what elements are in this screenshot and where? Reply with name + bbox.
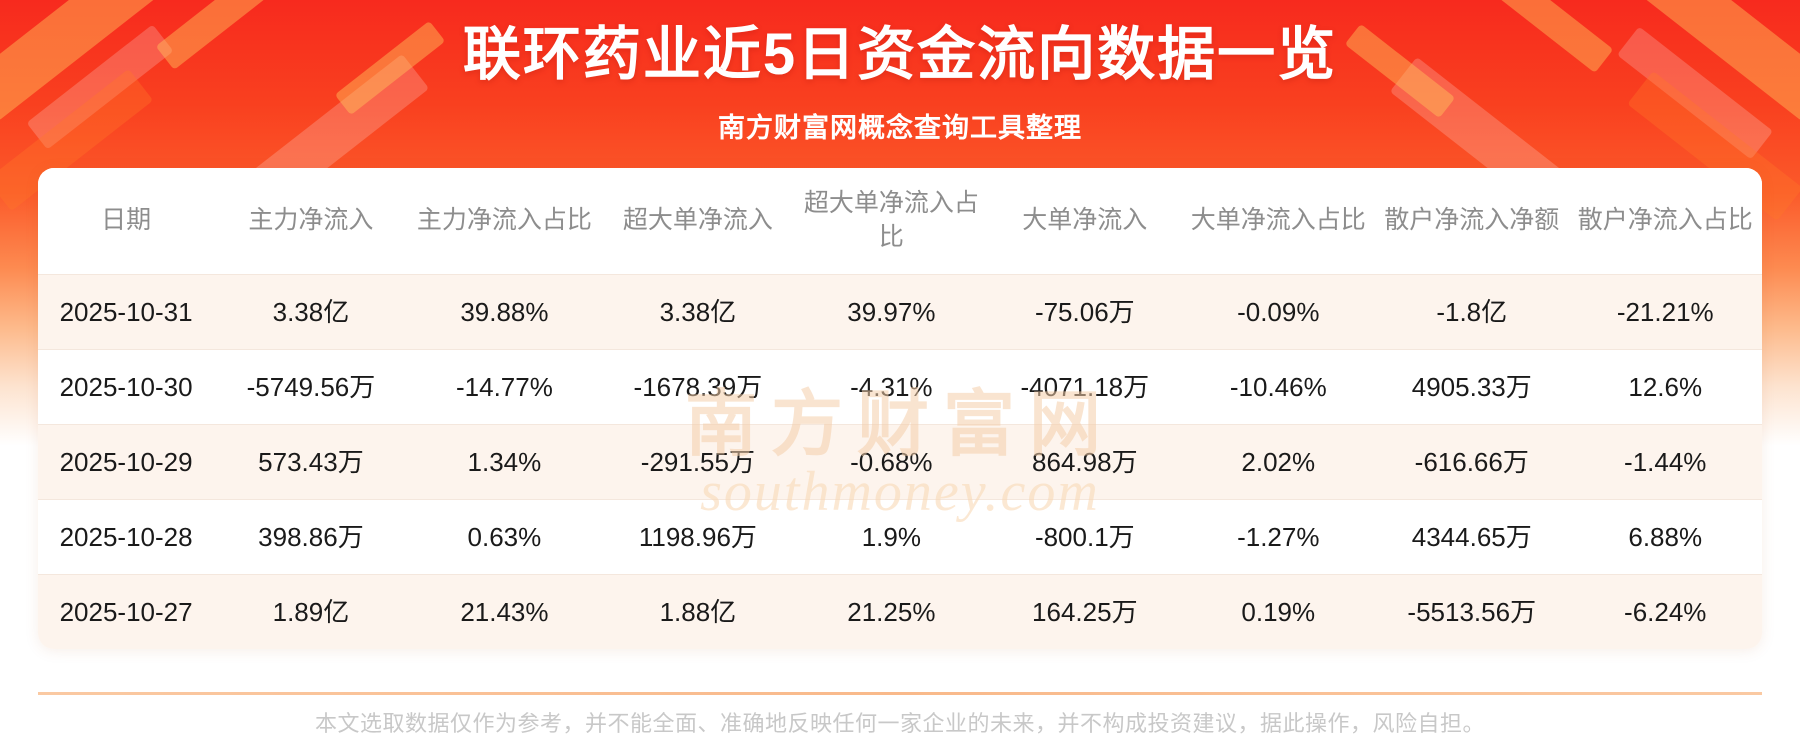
cell-lg-net: -800.1万 bbox=[988, 499, 1182, 575]
cell-retail-pct: 12.6% bbox=[1568, 349, 1762, 425]
cell-date: 2025-10-31 bbox=[38, 274, 215, 350]
cell-lg-net: -75.06万 bbox=[988, 274, 1182, 350]
cell-lg-pct: -1.27% bbox=[1181, 499, 1376, 575]
cell-date: 2025-10-28 bbox=[38, 499, 215, 575]
cell-date: 2025-10-30 bbox=[38, 349, 215, 425]
table-header: 日期 主力净流入 主力净流入占比 超大单净流入 超大单净流入占比 大单净流入 大… bbox=[38, 168, 1762, 275]
page-subtitle: 南方财富网概念查询工具整理 bbox=[718, 113, 1082, 143]
footer-disclaimer: 本文选取数据仅作为参考，并不能全面、准确地反映任何一家企业的未来，并不构成投资建… bbox=[314, 711, 1485, 736]
cell-xl-pct: -4.31% bbox=[794, 349, 989, 425]
table-body: 2025-10-31 3.38亿 39.88% 3.38亿 39.97% -75… bbox=[38, 274, 1762, 649]
column-header-main-net: 主力净流入 bbox=[214, 168, 408, 275]
cell-retail-net: -5513.56万 bbox=[1375, 574, 1569, 649]
cell-lg-net: 864.98万 bbox=[988, 424, 1182, 500]
cell-date: 2025-10-27 bbox=[38, 574, 215, 649]
cell-main-net: 573.43万 bbox=[214, 424, 408, 500]
cell-retail-pct: -6.24% bbox=[1568, 574, 1762, 649]
page-title: 联环药业近5日资金流向数据一览 bbox=[462, 22, 1338, 87]
column-header-xl-net: 超大单净流入 bbox=[601, 168, 795, 275]
cell-main-pct: 1.34% bbox=[407, 424, 602, 500]
cell-lg-pct: 2.02% bbox=[1181, 424, 1376, 500]
cell-main-net: 1.89亿 bbox=[214, 574, 408, 649]
cell-xl-pct: 1.9% bbox=[794, 499, 989, 575]
cell-lg-pct: -0.09% bbox=[1181, 274, 1376, 350]
cell-lg-net: 164.25万 bbox=[988, 574, 1182, 649]
table-row: 2025-10-30 -5749.56万 -14.77% -1678.39万 -… bbox=[38, 349, 1762, 425]
cell-lg-pct: 0.19% bbox=[1181, 574, 1376, 649]
cell-retail-net: 4905.33万 bbox=[1375, 349, 1569, 425]
cell-main-net: -5749.56万 bbox=[214, 349, 408, 425]
cell-main-net: 3.38亿 bbox=[214, 274, 408, 350]
column-header-lg-pct: 大单净流入占比 bbox=[1181, 168, 1376, 275]
column-header-retail-pct: 散户净流入占比 bbox=[1568, 168, 1762, 275]
data-table-card: 日期 主力净流入 主力净流入占比 超大单净流入 超大单净流入占比 大单净流入 大… bbox=[38, 168, 1762, 649]
cell-main-pct: 39.88% bbox=[407, 274, 602, 350]
column-header-lg-net: 大单净流入 bbox=[988, 168, 1182, 275]
cell-xl-net: 3.38亿 bbox=[601, 274, 795, 350]
cell-main-pct: 0.63% bbox=[407, 499, 602, 575]
cell-xl-net: 1.88亿 bbox=[601, 574, 795, 649]
cell-lg-net: -4071.18万 bbox=[988, 349, 1182, 425]
table-header-row: 日期 主力净流入 主力净流入占比 超大单净流入 超大单净流入占比 大单净流入 大… bbox=[38, 168, 1762, 275]
fund-flow-table: 日期 主力净流入 主力净流入占比 超大单净流入 超大单净流入占比 大单净流入 大… bbox=[38, 168, 1762, 649]
cell-date: 2025-10-29 bbox=[38, 424, 215, 500]
table-row: 2025-10-28 398.86万 0.63% 1198.96万 1.9% -… bbox=[38, 499, 1762, 575]
cell-xl-net: -1678.39万 bbox=[601, 349, 795, 425]
table-row: 2025-10-29 573.43万 1.34% -291.55万 -0.68%… bbox=[38, 424, 1762, 500]
column-header-retail-net: 散户净流入净额 bbox=[1375, 168, 1569, 275]
cell-xl-net: 1198.96万 bbox=[601, 499, 795, 575]
cell-retail-pct: -1.44% bbox=[1568, 424, 1762, 500]
cell-xl-pct: 39.97% bbox=[794, 274, 989, 350]
cell-main-pct: -14.77% bbox=[407, 349, 602, 425]
cell-main-net: 398.86万 bbox=[214, 499, 408, 575]
cell-retail-pct: -21.21% bbox=[1568, 274, 1762, 350]
cell-retail-pct: 6.88% bbox=[1568, 499, 1762, 575]
cell-xl-pct: 21.25% bbox=[794, 574, 989, 649]
cell-retail-net: 4344.65万 bbox=[1375, 499, 1569, 575]
column-header-main-pct: 主力净流入占比 bbox=[407, 168, 602, 275]
column-header-xl-pct: 超大单净流入占比 bbox=[794, 168, 989, 275]
footer-divider bbox=[38, 692, 1762, 695]
cell-lg-pct: -10.46% bbox=[1181, 349, 1376, 425]
cell-retail-net: -1.8亿 bbox=[1375, 274, 1569, 350]
column-header-date: 日期 bbox=[38, 168, 215, 275]
table-row: 2025-10-27 1.89亿 21.43% 1.88亿 21.25% 164… bbox=[38, 574, 1762, 649]
table-row: 2025-10-31 3.38亿 39.88% 3.38亿 39.97% -75… bbox=[38, 274, 1762, 350]
cell-xl-net: -291.55万 bbox=[601, 424, 795, 500]
cell-retail-net: -616.66万 bbox=[1375, 424, 1569, 500]
cell-xl-pct: -0.68% bbox=[794, 424, 989, 500]
cell-main-pct: 21.43% bbox=[407, 574, 602, 649]
